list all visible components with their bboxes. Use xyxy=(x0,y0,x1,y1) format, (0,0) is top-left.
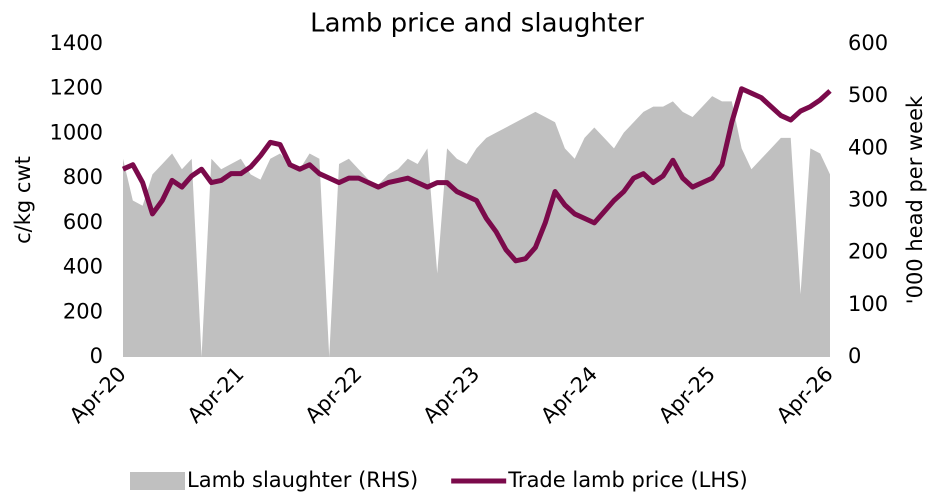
legend-swatch xyxy=(130,472,185,490)
x-tick-label: Apr-23 xyxy=(418,362,484,428)
x-tick-label: Apr-20 xyxy=(65,362,131,428)
y-tick-label: 1200 xyxy=(50,76,103,100)
y2-tick-label: 400 xyxy=(848,135,888,159)
x-tick-label: Apr-21 xyxy=(183,362,249,428)
y-tick-label: 0 xyxy=(90,344,103,368)
price-line xyxy=(121,86,832,264)
y-tick-label: 1400 xyxy=(50,31,103,55)
legend-label: Trade lamb price (LHS) xyxy=(507,468,747,492)
x-tick-label: Apr-22 xyxy=(300,362,366,428)
slaughter-area xyxy=(123,96,830,358)
y2-tick-label: 500 xyxy=(848,83,888,107)
y2-tick-label: 600 xyxy=(848,31,888,55)
x-tick-label: Apr-26 xyxy=(772,362,838,428)
y-tick-label: 800 xyxy=(63,165,103,189)
x-tick-label: Apr-25 xyxy=(654,362,720,428)
y-tick-label: 1000 xyxy=(50,120,103,144)
y-tick-label: 600 xyxy=(63,210,103,234)
y2-tick-label: 200 xyxy=(848,240,888,264)
y-axis-label: c/kg cwt xyxy=(11,156,35,244)
chart-title: Lamb price and slaughter xyxy=(310,9,644,39)
y2-axis-label: '000 head per week xyxy=(903,95,927,304)
x-tick-label: Apr-24 xyxy=(536,362,602,428)
y-tick-label: 400 xyxy=(63,255,103,279)
y-tick-label: 200 xyxy=(63,299,103,323)
y2-tick-label: 0 xyxy=(848,344,861,368)
y2-tick-label: 300 xyxy=(848,188,888,212)
legend-label: Lamb slaughter (RHS) xyxy=(187,468,418,492)
y2-tick-label: 100 xyxy=(848,292,888,316)
